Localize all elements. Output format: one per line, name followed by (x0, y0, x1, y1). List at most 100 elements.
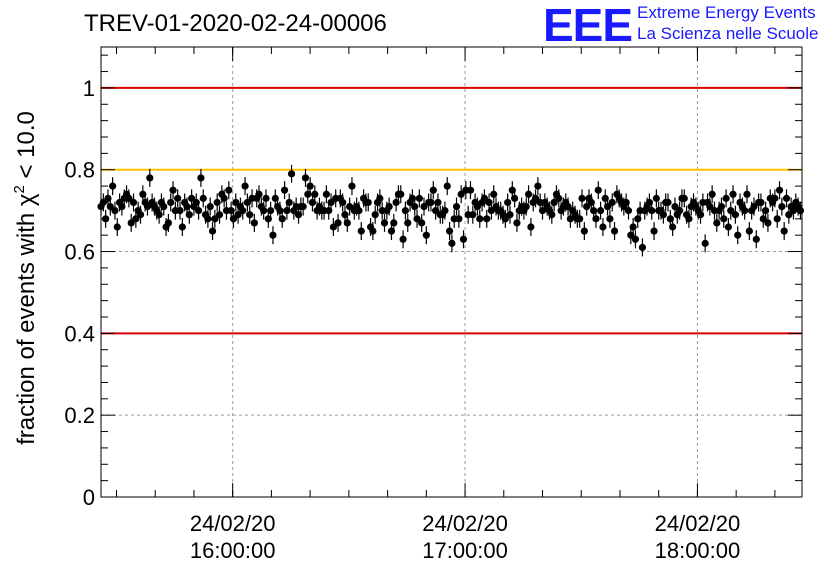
data-point (548, 211, 556, 219)
data-point (555, 194, 563, 202)
data-point (311, 190, 319, 198)
data-point (246, 211, 254, 219)
data-point (696, 211, 705, 219)
data-point (720, 215, 728, 223)
data-point (685, 215, 693, 223)
data-point (782, 194, 791, 202)
data-point (339, 198, 347, 207)
plot-title: TREV-01-2020-02-24-00006 (84, 10, 387, 37)
data-point (775, 186, 784, 194)
data-point (174, 194, 182, 202)
data-point (727, 207, 735, 215)
axes: 00.20.40.60.8124/02/2016:00:0024/02/2017… (64, 47, 802, 563)
data-point (527, 223, 535, 231)
data-point (648, 207, 656, 215)
data-point (355, 207, 363, 215)
data-point (194, 207, 203, 215)
data-point (220, 194, 228, 202)
data-point (459, 235, 468, 243)
data-point (239, 207, 247, 215)
data-point (745, 227, 753, 235)
data-point (650, 227, 658, 235)
data-point (729, 190, 737, 198)
data-point (113, 223, 121, 231)
data-point (306, 182, 314, 190)
data-point (255, 190, 263, 198)
data-point (278, 215, 286, 223)
data-point (376, 194, 384, 202)
data-point (708, 190, 716, 198)
data-point (213, 198, 221, 207)
plot-frame (100, 46, 803, 498)
data-point (680, 194, 688, 202)
data-point (241, 182, 249, 190)
data-point (524, 190, 533, 198)
data-point (441, 207, 449, 215)
y-tick-label: 0.6 (64, 240, 95, 265)
data-point (455, 215, 463, 223)
data-point (197, 174, 205, 182)
data-point (796, 207, 805, 215)
data-point (357, 227, 365, 235)
data-point (369, 227, 377, 235)
data-point (722, 194, 730, 202)
data-point (752, 235, 760, 243)
x-tick-label-date: 24/02/20 (655, 511, 741, 536)
y-tick-label: 0.8 (64, 158, 95, 183)
reference-lines (101, 86, 802, 335)
y-axis-label-main: fraction of events with χ (13, 193, 40, 445)
data-point (624, 207, 633, 215)
data-point (232, 198, 240, 207)
data-point (576, 215, 584, 223)
data-point (429, 186, 437, 194)
data-point (371, 211, 379, 219)
data-point (631, 235, 640, 243)
y-axis-label-superscript: 2 (11, 185, 28, 193)
data-point (599, 223, 607, 231)
data-point (401, 207, 410, 215)
data-point (399, 235, 407, 243)
data-point (580, 227, 588, 235)
data-point (343, 219, 351, 227)
data-point (215, 211, 224, 219)
data-point (445, 227, 454, 235)
y-tick-label: 0.4 (64, 321, 95, 346)
grid-lines (101, 47, 802, 497)
data-point (734, 231, 742, 239)
data-point (513, 219, 521, 227)
y-tick-label: 1 (83, 76, 95, 101)
data-point (204, 215, 212, 223)
data-point (301, 174, 310, 182)
data-point (743, 190, 751, 198)
data-point (511, 194, 519, 202)
data-point (285, 198, 293, 207)
data-point (280, 186, 289, 194)
data-point (167, 198, 175, 207)
data-point (741, 207, 749, 215)
data-point (348, 182, 356, 190)
data-point (476, 215, 484, 223)
data-point (594, 186, 602, 194)
data-point (764, 219, 772, 227)
data-point (522, 202, 530, 211)
data-point (211, 215, 219, 223)
data-point (773, 215, 781, 223)
data-point (199, 194, 207, 202)
data-point (506, 211, 514, 219)
data-point (155, 211, 163, 219)
data-point (564, 202, 572, 211)
data-point (669, 223, 677, 231)
data-point (713, 219, 721, 227)
data-point (262, 194, 270, 202)
data-point (483, 215, 491, 223)
data-point (208, 227, 217, 235)
data-point (364, 198, 372, 207)
data-point (178, 223, 186, 231)
data-point (260, 207, 268, 215)
data-point (404, 219, 412, 227)
data-point (143, 202, 152, 211)
data-point (780, 227, 788, 235)
data-point (243, 198, 251, 207)
y-axis-label: fraction of events with χ2 < 10.0 (11, 111, 40, 445)
